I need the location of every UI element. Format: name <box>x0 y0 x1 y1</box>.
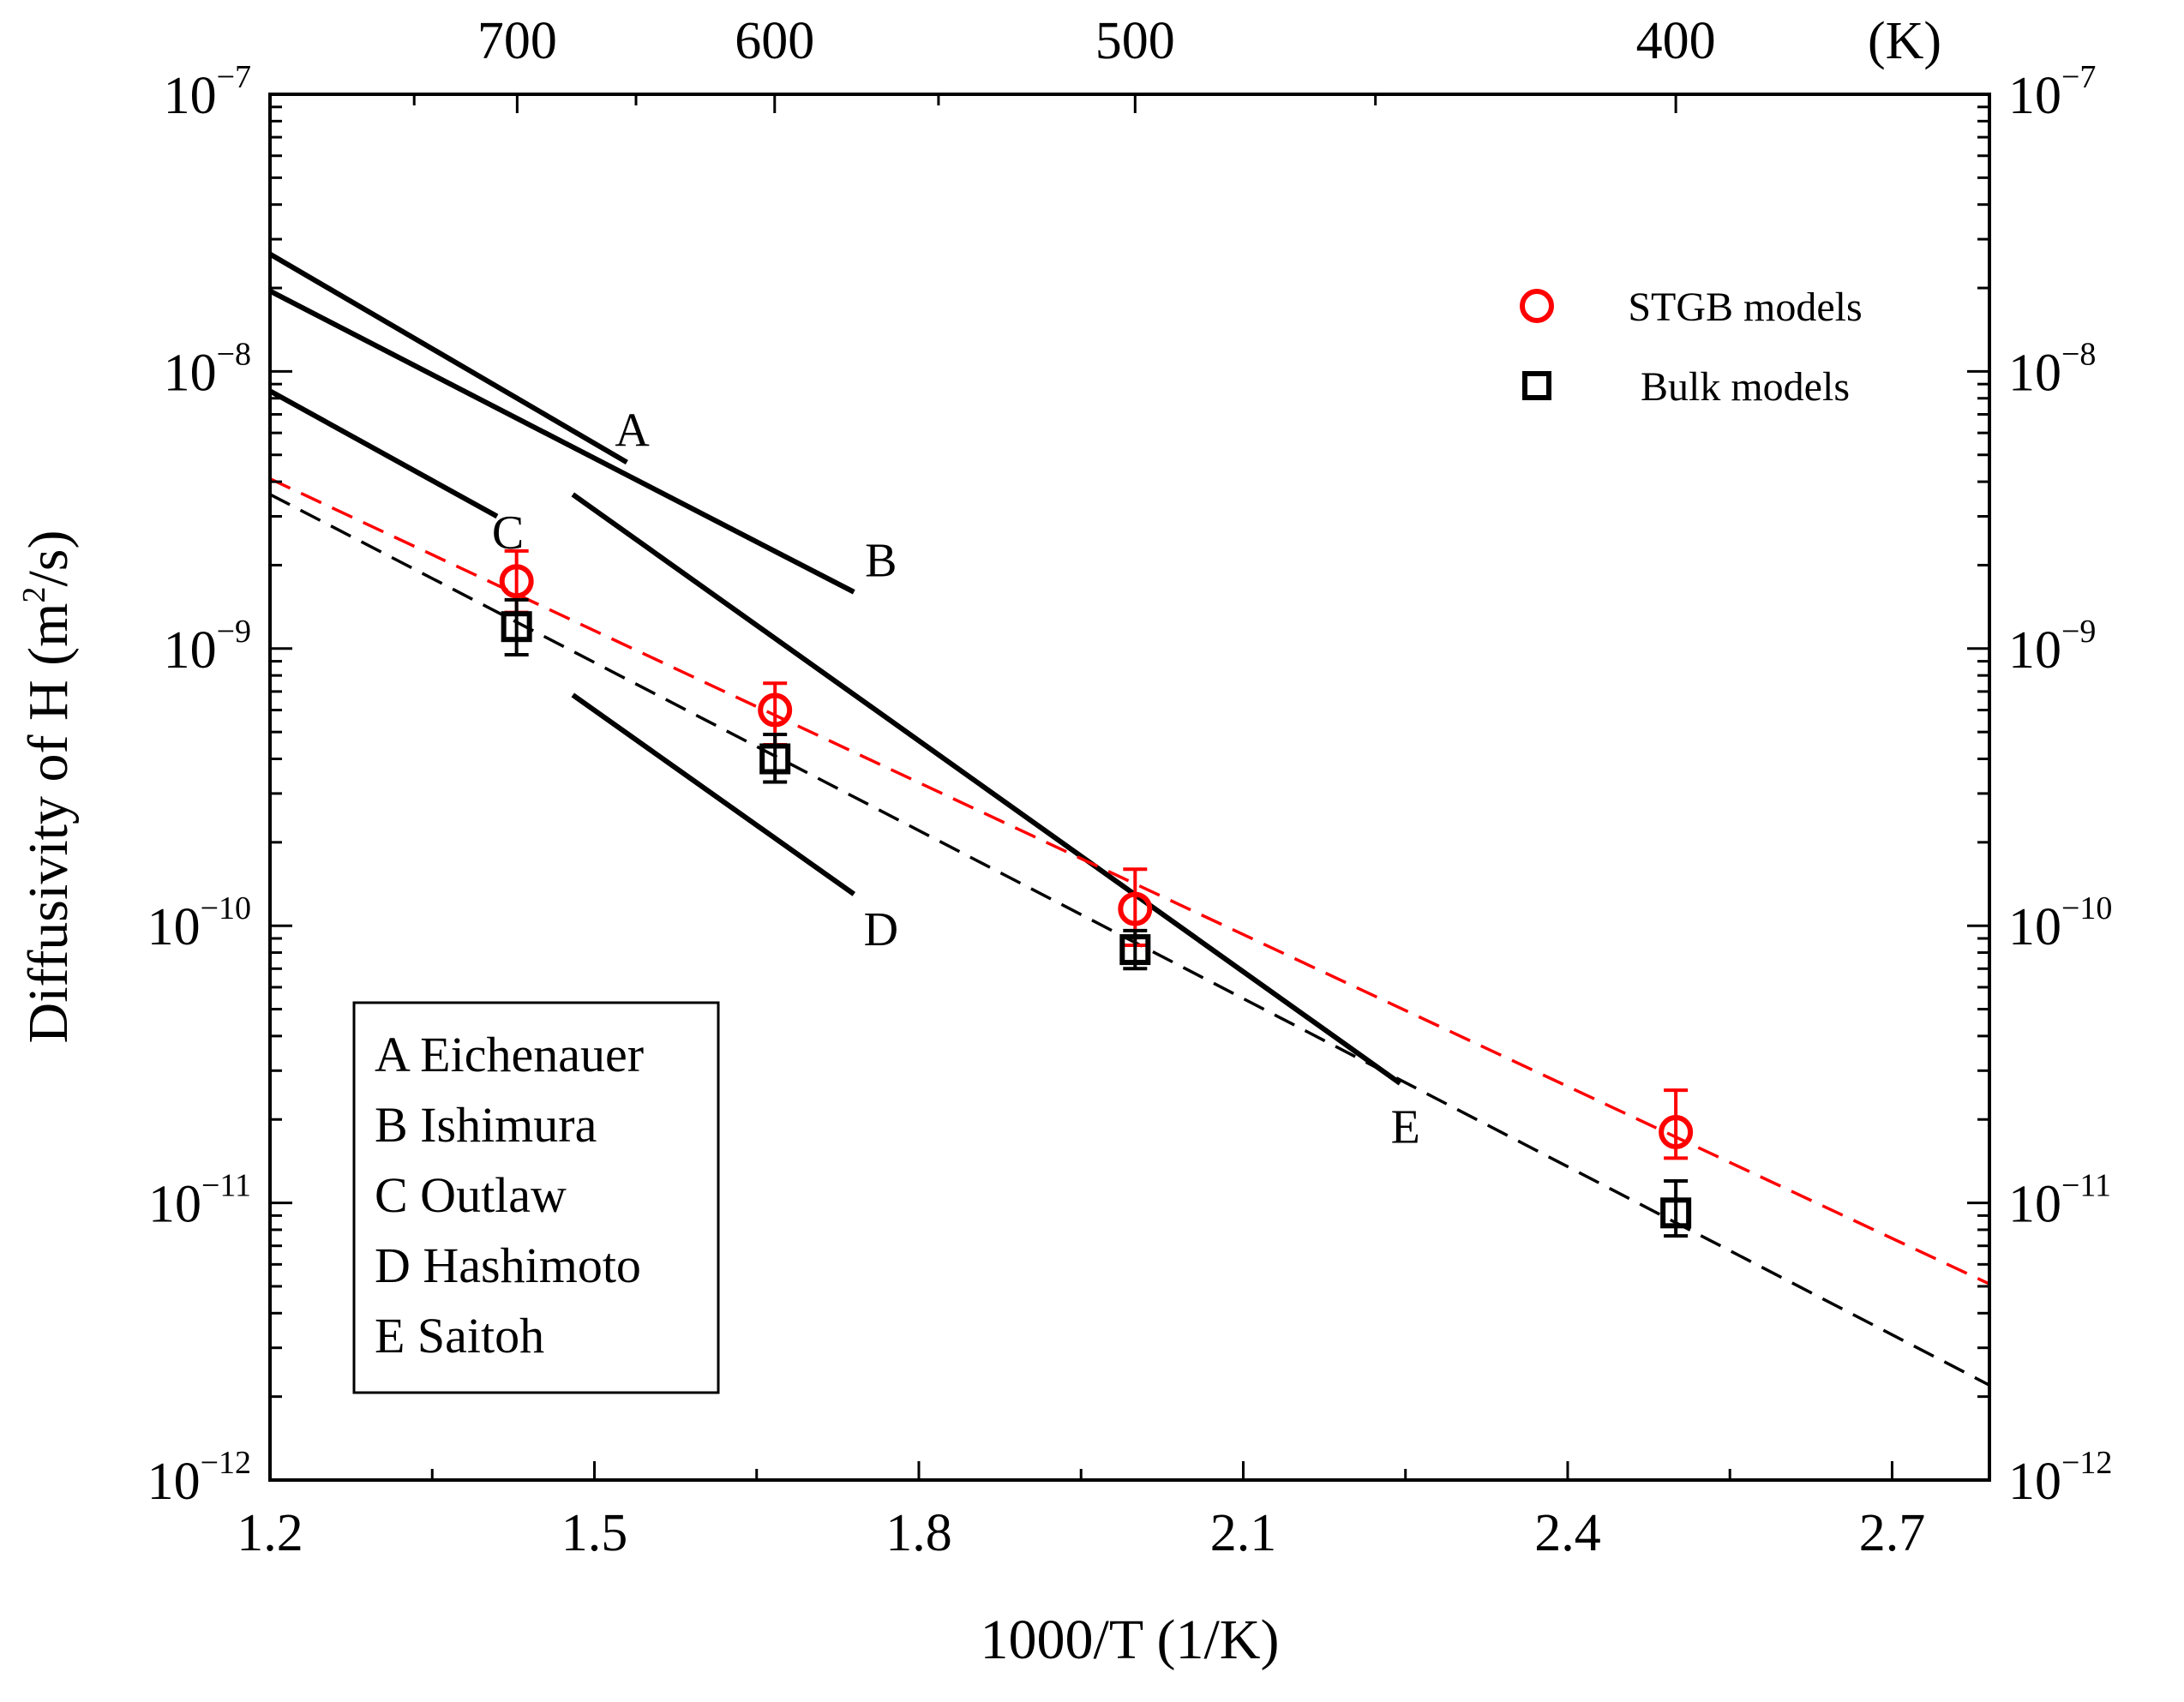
reference-curve-b <box>268 288 855 595</box>
x-axis-title: 1000/T (1/K) <box>981 1609 1280 1671</box>
x-tick-label: 1.2 <box>237 1504 303 1562</box>
y-tick-label-right-base: 10 <box>2008 898 2061 956</box>
y-axis-title-unit-tail: /s) <box>17 530 80 587</box>
y-tick-label-right: 10−11 <box>2008 1168 2111 1234</box>
reference-curve-label-e: E <box>1391 1100 1420 1154</box>
reference-legend-box <box>352 1001 720 1394</box>
y-tick-label-exp: −12 <box>201 1445 251 1481</box>
y-axis-title-unit-exp: 2 <box>16 587 52 603</box>
x-tick-label: 2.7 <box>1859 1504 1926 1562</box>
reference-legend: A Eichenauer B Ishimura C Outlaw D Hashimot… <box>375 1027 644 1363</box>
y-tick-label-right-exp: −11 <box>2061 1168 2111 1204</box>
y-tick-label-right-base: 10 <box>2008 1176 2061 1234</box>
y-tick-label-base: 10 <box>147 1453 201 1511</box>
reference-legend-item: D Hashimoto <box>375 1238 641 1293</box>
reference-curve-label-a: A <box>615 405 650 458</box>
legend-label: STGB models <box>1628 285 1862 330</box>
reference-legend-item: A Eichenauer <box>375 1027 644 1082</box>
bulk-point <box>1119 934 1151 966</box>
y-tick-label-exp: −8 <box>217 336 251 372</box>
y-tick-label-right: 10−8 <box>2008 336 2096 402</box>
y-tick-label-right-base: 10 <box>2008 344 2061 402</box>
y-axis-title: Diffusivity of H (m2/s) <box>16 530 80 1044</box>
axis-ticks <box>268 94 1989 1482</box>
y-tick-label-base: 10 <box>164 344 217 402</box>
x-tick-label: 1.5 <box>561 1504 628 1562</box>
stgb-point <box>758 692 793 728</box>
y-tick-label-right-base: 10 <box>2008 621 2061 680</box>
reference-curve-c <box>268 388 499 519</box>
y-tick-label: 10−11 <box>148 1168 251 1234</box>
y-tick-label-right-exp: −7 <box>2061 59 2096 95</box>
series-legend: STGB models Bulk models <box>1520 285 1863 410</box>
y-tick-label-right-base: 10 <box>2008 67 2061 125</box>
y-tick-label-right-base: 10 <box>2008 1453 2061 1511</box>
reference-legend-item: C Outlaw <box>375 1167 567 1223</box>
stgb-point <box>499 564 534 599</box>
y-tick-label: 10−9 <box>164 614 251 680</box>
y-tick-label-right-exp: −10 <box>2061 890 2112 926</box>
bulk-point <box>501 611 532 643</box>
y-tick-label: 10−10 <box>147 890 251 956</box>
reference-curve-label-b: B <box>865 535 897 588</box>
reference-curve-label-d: D <box>864 903 898 956</box>
reference-curve-e <box>571 492 1402 1086</box>
y-tick-label-right: 10−7 <box>2008 59 2096 125</box>
y-tick-label-right: 10−12 <box>2008 1445 2112 1511</box>
y-tick-label-base: 10 <box>148 1176 201 1234</box>
y-axis-title-unit-base: (m <box>17 603 80 666</box>
legend-label: Bulk models <box>1641 364 1850 410</box>
y-tick-label-exp: −10 <box>201 890 251 926</box>
fit-line-bulk <box>269 493 1990 1387</box>
y-tick-label-exp: −7 <box>217 59 251 95</box>
legend-marker-stgb <box>1520 289 1554 323</box>
top-tick-label: 400 <box>1636 12 1716 70</box>
y-tick-label-right-exp: −12 <box>2061 1445 2112 1481</box>
y-axis-title-quantity: Diffusivity of H <box>17 680 80 1043</box>
legend-marker-bulk <box>1522 371 1551 400</box>
y-tick-label-base: 10 <box>164 67 217 125</box>
x-tick-label: 2.1 <box>1210 1504 1277 1562</box>
reference-curve-a <box>268 251 628 465</box>
stgb-point <box>1659 1115 1694 1150</box>
top-axis-unit-label: (K) <box>1868 12 1941 70</box>
x-tick-label: 1.8 <box>885 1504 952 1562</box>
y-tick-label-right-exp: −9 <box>2061 614 2096 650</box>
y-tick-label-right: 10−9 <box>2008 614 2096 680</box>
plot-frame <box>268 93 1991 1482</box>
y-tick-label-right-exp: −8 <box>2061 336 2096 372</box>
bulk-point <box>759 743 791 775</box>
data-points <box>499 548 1694 1238</box>
reference-legend-item: B Ishimura <box>375 1097 597 1153</box>
reference-curve-d <box>571 692 856 896</box>
y-tick-label: 10−8 <box>164 336 251 402</box>
y-tick-label: 10−12 <box>147 1445 251 1511</box>
y-tick-label-base: 10 <box>147 898 201 956</box>
fit-line-stgb <box>269 477 1990 1285</box>
top-tick-label: 600 <box>735 12 814 70</box>
x-tick-label: 2.4 <box>1534 1504 1601 1562</box>
top-tick-label: 700 <box>477 12 557 70</box>
y-tick-label: 10−7 <box>164 59 251 125</box>
y-tick-label-right: 10−10 <box>2008 890 2112 956</box>
reference-legend-item: E Saitoh <box>375 1308 544 1363</box>
y-tick-label-base: 10 <box>164 621 217 680</box>
y-tick-label-exp: −9 <box>217 614 251 650</box>
top-tick-label: 500 <box>1095 12 1175 70</box>
fit-lines <box>269 477 1990 1387</box>
y-tick-label-exp: −11 <box>201 1168 251 1204</box>
bulk-point <box>1660 1197 1692 1229</box>
stgb-point <box>1118 891 1153 926</box>
error-bar <box>504 597 529 657</box>
